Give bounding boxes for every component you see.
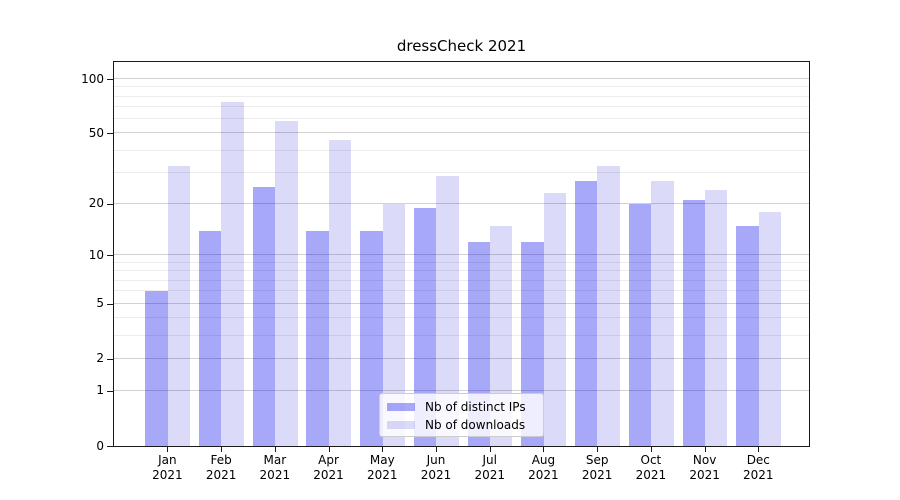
gridline-y-60 bbox=[114, 118, 809, 120]
x-tick-label-oct: Oct 2021 bbox=[635, 453, 667, 482]
bar-distinct-ips-may bbox=[360, 230, 383, 446]
gridline-y-8 bbox=[114, 270, 809, 272]
legend: Nb of distinct IPs Nb of downloads bbox=[379, 393, 544, 437]
y-tick-10 bbox=[107, 255, 113, 257]
bar-distinct-ips-apr bbox=[306, 230, 329, 446]
x-tick-label-aug: Aug 2021 bbox=[528, 453, 559, 482]
bar-downloads-jul bbox=[490, 225, 513, 446]
legend-item-distinct-ips: Nb of distinct IPs bbox=[387, 398, 543, 416]
gridline-y-10 bbox=[114, 254, 809, 256]
gridline-y-70 bbox=[114, 106, 809, 108]
gridline-y-2 bbox=[114, 357, 809, 359]
y-tick-0 bbox=[107, 446, 113, 447]
y-tick-1 bbox=[107, 390, 113, 392]
bar-distinct-ips-sep bbox=[575, 181, 598, 446]
x-tick-label-feb: Feb 2021 bbox=[205, 453, 237, 482]
bar-downloads-sep bbox=[597, 165, 620, 446]
y-tick-label-100: 100 bbox=[81, 71, 104, 86]
x-tick-jul bbox=[489, 447, 491, 452]
x-tick-label-apr: Apr 2021 bbox=[313, 453, 344, 482]
bar-downloads-jun bbox=[436, 175, 459, 446]
x-tick-label-mar: Mar 2021 bbox=[259, 453, 291, 482]
y-tick-label-5: 5 bbox=[96, 296, 104, 311]
x-tick-jan bbox=[167, 447, 169, 452]
bar-distinct-ips-mar bbox=[252, 187, 276, 446]
x-tick-label-may: May 2021 bbox=[366, 453, 398, 482]
bar-downloads-aug bbox=[543, 193, 567, 446]
gridline-y-30 bbox=[114, 172, 809, 173]
gridline-y-6 bbox=[114, 290, 809, 292]
legend-label-downloads: Nb of downloads bbox=[425, 418, 526, 432]
x-tick-mar bbox=[274, 447, 276, 452]
chart-title: dressCheck 2021 bbox=[396, 37, 527, 55]
plot-area bbox=[113, 61, 810, 447]
gridline-y-9 bbox=[114, 261, 809, 263]
bar-distinct-ips-nov bbox=[682, 200, 705, 446]
y-tick-label-20: 20 bbox=[88, 196, 104, 211]
bar-distinct-ips-dec bbox=[736, 225, 759, 446]
bar-downloads-may bbox=[382, 204, 405, 446]
gridline-y-20 bbox=[114, 202, 809, 204]
gridline-y-100 bbox=[114, 78, 809, 80]
x-tick-sep bbox=[597, 447, 599, 452]
bar-downloads-feb bbox=[221, 101, 244, 446]
x-tick-label-jan: Jan 2021 bbox=[152, 453, 183, 482]
x-tick-may bbox=[382, 447, 384, 452]
x-tick-apr bbox=[328, 447, 330, 452]
gridline-y-4 bbox=[114, 317, 809, 319]
gridline-y-5 bbox=[114, 302, 809, 304]
gridline-y-7 bbox=[114, 279, 809, 281]
x-tick-oct bbox=[650, 447, 652, 452]
y-tick-100 bbox=[107, 79, 113, 81]
gridline-y-40 bbox=[114, 149, 809, 151]
legend-item-downloads: Nb of downloads bbox=[387, 416, 543, 434]
legend-label-distinct-ips: Nb of distinct IPs bbox=[425, 400, 526, 414]
x-tick-jun bbox=[436, 447, 437, 452]
x-tick-label-jul: Jul 2021 bbox=[474, 453, 505, 482]
gridline-y-90 bbox=[114, 86, 809, 88]
legend-swatch-distinct-ips bbox=[387, 403, 415, 411]
x-tick-dec bbox=[758, 447, 760, 452]
y-tick-label-50: 50 bbox=[88, 125, 104, 140]
gridline-y-80 bbox=[114, 95, 809, 97]
x-tick-label-nov: Nov 2021 bbox=[689, 453, 720, 482]
y-tick-label-0: 0 bbox=[96, 438, 104, 453]
gridline-y-50 bbox=[114, 132, 809, 134]
bar-distinct-ips-oct bbox=[628, 204, 652, 446]
y-tick-50 bbox=[107, 133, 113, 135]
bar-downloads-dec bbox=[758, 211, 781, 446]
y-tick-label-2: 2 bbox=[96, 351, 104, 366]
gridline-y-3 bbox=[114, 334, 809, 336]
legend-swatch-downloads bbox=[387, 421, 415, 429]
x-tick-label-dec: Dec 2021 bbox=[743, 453, 774, 482]
x-tick-aug bbox=[543, 447, 545, 452]
x-tick-nov bbox=[704, 447, 706, 452]
y-tick-label-1: 1 bbox=[96, 383, 104, 398]
x-tick-label-sep: Sep 2021 bbox=[581, 453, 613, 482]
bar-distinct-ips-feb bbox=[199, 230, 222, 446]
bar-downloads-jan bbox=[167, 165, 191, 446]
y-tick-20 bbox=[107, 203, 113, 205]
y-tick-2 bbox=[107, 358, 113, 360]
bar-downloads-mar bbox=[275, 120, 298, 446]
bar-distinct-ips-jun bbox=[413, 207, 437, 446]
bar-downloads-apr bbox=[328, 139, 352, 446]
bar-distinct-ips-jan bbox=[145, 291, 168, 446]
x-tick-label-jun: Jun 2021 bbox=[420, 453, 452, 482]
x-tick-feb bbox=[221, 447, 223, 452]
bar-downloads-oct bbox=[651, 181, 674, 446]
gridline-y-1 bbox=[114, 389, 809, 391]
y-tick-5 bbox=[107, 303, 113, 305]
bar-downloads-nov bbox=[704, 190, 728, 446]
y-tick-label-10: 10 bbox=[88, 247, 104, 262]
